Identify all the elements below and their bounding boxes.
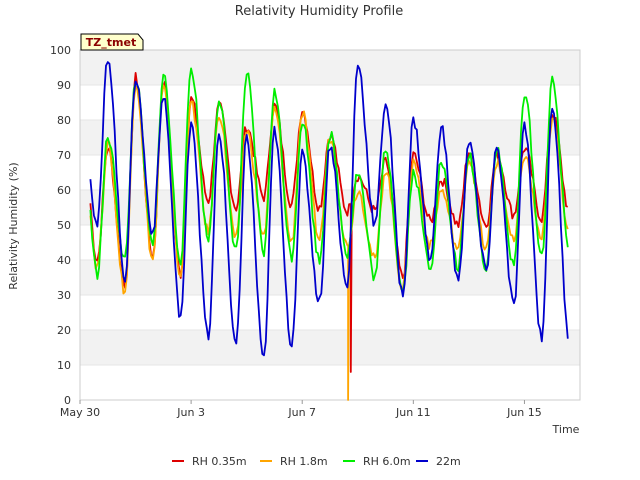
x-axis-label: Time	[552, 423, 580, 436]
grid-band	[80, 330, 580, 365]
x-tick-label: May 30	[60, 406, 100, 419]
y-tick-label: 70	[57, 149, 71, 162]
site-tag: TZ_tmet	[80, 33, 144, 51]
grid-band	[80, 155, 580, 190]
grid-band	[80, 85, 580, 120]
x-tick-label: Jun 3	[176, 406, 205, 419]
series-line-22m	[89, 61, 569, 357]
grid-band	[80, 260, 580, 295]
series-line-rh-1-8m	[89, 84, 569, 401]
y-axis-ticks: 0 10 20 30 40 50 60 70 80 90 100	[50, 44, 71, 407]
x-tick-label: Jun 7	[287, 406, 316, 419]
site-tag-label: TZ_tmet	[86, 36, 136, 49]
y-tick-label: 40	[57, 254, 71, 267]
y-tick-label: 0	[64, 394, 71, 407]
grid-band	[80, 50, 580, 85]
y-axis-label: Relativity Humidity (%)	[7, 162, 20, 289]
grid-band	[80, 190, 580, 225]
x-tick-label: Jun 11	[395, 406, 431, 419]
grid-band	[80, 365, 580, 400]
y-tick-label: 60	[57, 184, 71, 197]
legend-label: RH 0.35m	[192, 455, 247, 468]
y-tick-label: 50	[57, 219, 71, 232]
legend-label: 22m	[436, 455, 461, 468]
y-tick-label: 30	[57, 289, 71, 302]
y-tick-label: 10	[57, 359, 71, 372]
plot-frame	[79, 49, 581, 401]
y-tick-label: 100	[50, 44, 71, 57]
chart-title: Relativity Humidity Profile	[235, 4, 403, 19]
legend-label: RH 1.8m	[280, 455, 328, 468]
grid-band	[80, 225, 580, 260]
y-tick-label: 80	[57, 114, 71, 127]
x-axis-ticks: May 30 Jun 3 Jun 7 Jun 11 Jun 15	[60, 400, 542, 419]
x-tick-label: Jun 15	[506, 406, 542, 419]
y-tick-label: 90	[57, 79, 71, 92]
grid-band	[80, 295, 580, 330]
series-lines	[89, 61, 569, 401]
legend: RH 0.35m RH 1.8m RH 6.0m 22m	[172, 455, 461, 468]
legend-label: RH 6.0m	[363, 455, 411, 468]
y-tick-label: 20	[57, 324, 71, 337]
